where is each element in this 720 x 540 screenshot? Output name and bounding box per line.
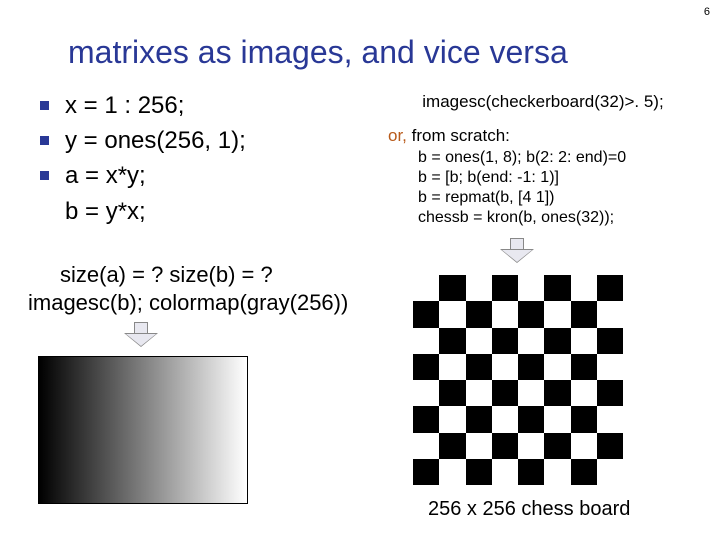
chess-square	[439, 328, 465, 354]
page-number: 6	[704, 6, 710, 18]
chess-square	[466, 328, 492, 354]
chess-square	[597, 275, 623, 301]
chess-square	[597, 301, 623, 327]
from-scratch: from scratch:	[412, 126, 510, 145]
code-right: imagesc(checkerboard(32)>. 5); or, from …	[388, 92, 698, 228]
chess-square	[413, 406, 439, 432]
chess-square	[439, 406, 465, 432]
chess-square	[492, 328, 518, 354]
code-line: b = [b; b(end: -1: 1)]	[418, 168, 698, 188]
code-line: a = x*y;	[65, 160, 146, 191]
chess-square	[413, 328, 439, 354]
code-line: b = y*x;	[65, 196, 360, 227]
code-line: chessb = kron(b, ones(32));	[418, 208, 698, 228]
chess-square	[413, 354, 439, 380]
chess-square	[571, 380, 597, 406]
chess-square	[413, 275, 439, 301]
chess-square	[466, 459, 492, 485]
chess-square	[597, 380, 623, 406]
chess-square	[492, 380, 518, 406]
chess-square	[544, 328, 570, 354]
code-line: b = repmat(b, [4 1])	[418, 188, 698, 208]
or-line: or, from scratch:	[388, 126, 698, 146]
code-line: y = ones(256, 1);	[65, 125, 246, 156]
chess-square	[518, 406, 544, 432]
chess-square	[571, 275, 597, 301]
page-title: matrixes as images, and vice versa	[68, 34, 568, 71]
chess-square	[492, 406, 518, 432]
chess-square	[518, 275, 544, 301]
chess-square	[544, 354, 570, 380]
chess-square	[571, 406, 597, 432]
list-item: a = x*y;	[40, 160, 360, 191]
bullet-icon	[40, 171, 49, 180]
chess-square	[466, 433, 492, 459]
code-block: b = ones(1, 8); b(2: 2: end)=0 b = [b; b…	[418, 148, 698, 228]
chess-square	[544, 275, 570, 301]
chess-square	[439, 275, 465, 301]
list-item: y = ones(256, 1);	[40, 125, 360, 156]
chess-square	[597, 328, 623, 354]
code-list-left: x = 1 : 256; y = ones(256, 1); a = x*y; …	[40, 90, 360, 227]
chess-square	[466, 354, 492, 380]
chess-square	[466, 380, 492, 406]
chess-square	[571, 459, 597, 485]
chess-square	[413, 459, 439, 485]
chess-square	[518, 380, 544, 406]
chess-square	[571, 328, 597, 354]
imagesc-line: imagesc(b); colormap(gray(256))	[28, 290, 348, 316]
bullet-icon	[40, 136, 49, 145]
chess-square	[413, 380, 439, 406]
chess-square	[544, 406, 570, 432]
chess-square	[597, 406, 623, 432]
chess-square	[544, 433, 570, 459]
chess-square	[597, 433, 623, 459]
chess-square	[466, 406, 492, 432]
chess-square	[492, 275, 518, 301]
chess-square	[439, 354, 465, 380]
chess-square	[597, 354, 623, 380]
or-word: or,	[388, 126, 407, 145]
chess-square	[571, 433, 597, 459]
chess-square	[439, 301, 465, 327]
chess-square	[544, 301, 570, 327]
chess-square	[518, 459, 544, 485]
chess-square	[492, 354, 518, 380]
gradient-image	[38, 356, 248, 504]
chess-square	[518, 301, 544, 327]
chess-square	[466, 301, 492, 327]
bullet-icon	[40, 101, 49, 110]
chessboard-image	[413, 275, 623, 485]
chess-square	[518, 354, 544, 380]
chess-square	[466, 275, 492, 301]
chess-square	[544, 380, 570, 406]
chess-label: 256 x 256 chess board	[428, 498, 630, 521]
chess-square	[492, 433, 518, 459]
chess-square	[518, 433, 544, 459]
chess-square	[413, 301, 439, 327]
chess-square	[439, 459, 465, 485]
chess-square	[571, 301, 597, 327]
size-question: size(a) = ? size(b) = ?	[60, 262, 273, 288]
chess-square	[597, 459, 623, 485]
code-line: b = ones(1, 8); b(2: 2: end)=0	[418, 148, 698, 168]
chess-square	[518, 328, 544, 354]
chess-square	[492, 459, 518, 485]
chess-square	[571, 354, 597, 380]
chess-square	[544, 459, 570, 485]
chess-square	[413, 433, 439, 459]
code-line: imagesc(checkerboard(32)>. 5);	[388, 92, 698, 112]
chess-square	[439, 433, 465, 459]
chess-square	[492, 301, 518, 327]
code-line: x = 1 : 256;	[65, 90, 184, 121]
list-item: x = 1 : 256;	[40, 90, 360, 121]
down-arrow-icon	[500, 238, 534, 264]
down-arrow-icon	[124, 322, 158, 348]
chess-square	[439, 380, 465, 406]
